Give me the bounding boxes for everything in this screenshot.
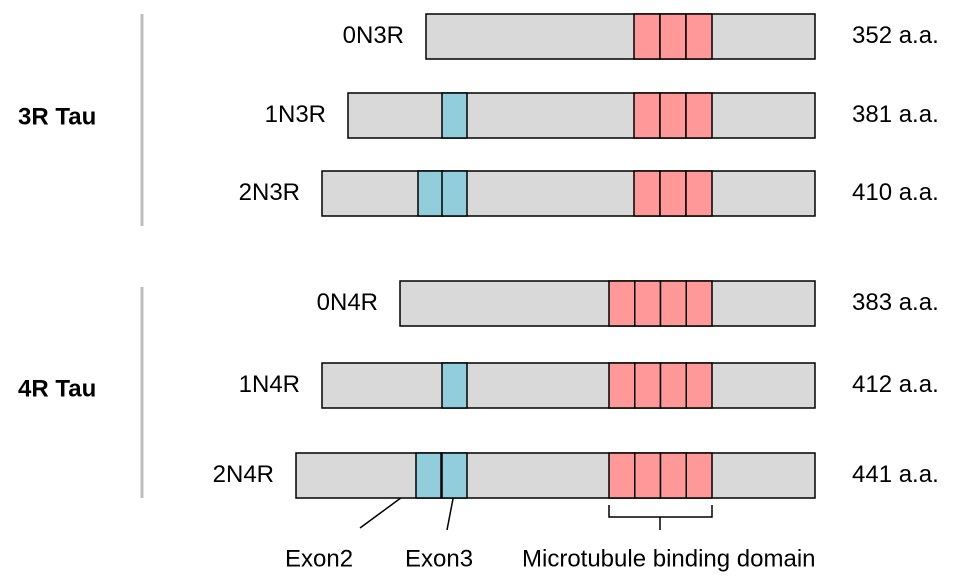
exon-box xyxy=(441,92,468,139)
repeat-box xyxy=(608,280,636,327)
isoform-length: 352 a.a. xyxy=(852,22,939,49)
repeat-box xyxy=(685,170,713,217)
isoform-bar xyxy=(347,92,816,139)
isoform-bar xyxy=(321,170,816,217)
isoform-name: 1N4R xyxy=(239,371,300,398)
exon-box xyxy=(441,362,468,409)
exon-box xyxy=(417,170,444,217)
repeat-box xyxy=(634,362,662,409)
group-label: 3R Tau xyxy=(18,103,96,130)
isoform-bar xyxy=(321,362,816,409)
isoform-bar xyxy=(425,13,816,60)
repeat-box xyxy=(685,362,713,409)
isoform-length: 410 a.a. xyxy=(852,179,939,206)
repeat-box xyxy=(634,452,662,499)
repeat-box xyxy=(685,13,713,60)
exon3-label: Exon3 xyxy=(405,545,473,572)
isoform-name: 2N3R xyxy=(239,179,300,206)
isoform-length: 412 a.a. xyxy=(852,371,939,398)
mtbd-bracket xyxy=(608,505,713,530)
repeat-box xyxy=(659,92,687,139)
exon2-label: Exon2 xyxy=(285,545,353,572)
isoform-name: 2N4R xyxy=(213,461,274,488)
isoform-name: 0N4R xyxy=(317,289,378,316)
exon-box xyxy=(415,452,442,499)
repeat-box xyxy=(685,452,713,499)
exon-box xyxy=(441,452,468,499)
repeat-box xyxy=(608,362,636,409)
group-label: 4R Tau xyxy=(18,375,96,402)
repeat-box xyxy=(685,92,713,139)
repeat-box xyxy=(633,170,661,217)
repeat-box xyxy=(659,280,687,327)
repeat-box xyxy=(685,280,713,327)
mtbd-label: Microtubule binding domain xyxy=(522,545,816,572)
repeat-box xyxy=(608,452,636,499)
repeat-box xyxy=(659,452,687,499)
repeat-box xyxy=(659,13,687,60)
exon-box xyxy=(441,170,468,217)
isoform-length: 381 a.a. xyxy=(852,101,939,128)
isoform-name: 0N3R xyxy=(343,22,404,49)
isoform-name: 1N3R xyxy=(265,101,326,128)
isoform-bar xyxy=(399,280,816,327)
repeat-box xyxy=(633,92,661,139)
repeat-box xyxy=(659,362,687,409)
isoform-length: 383 a.a. xyxy=(852,289,939,316)
repeat-box xyxy=(634,280,662,327)
isoform-bar xyxy=(295,452,816,499)
isoform-length: 441 a.a. xyxy=(852,461,939,488)
repeat-box xyxy=(659,170,687,217)
repeat-box xyxy=(633,13,661,60)
